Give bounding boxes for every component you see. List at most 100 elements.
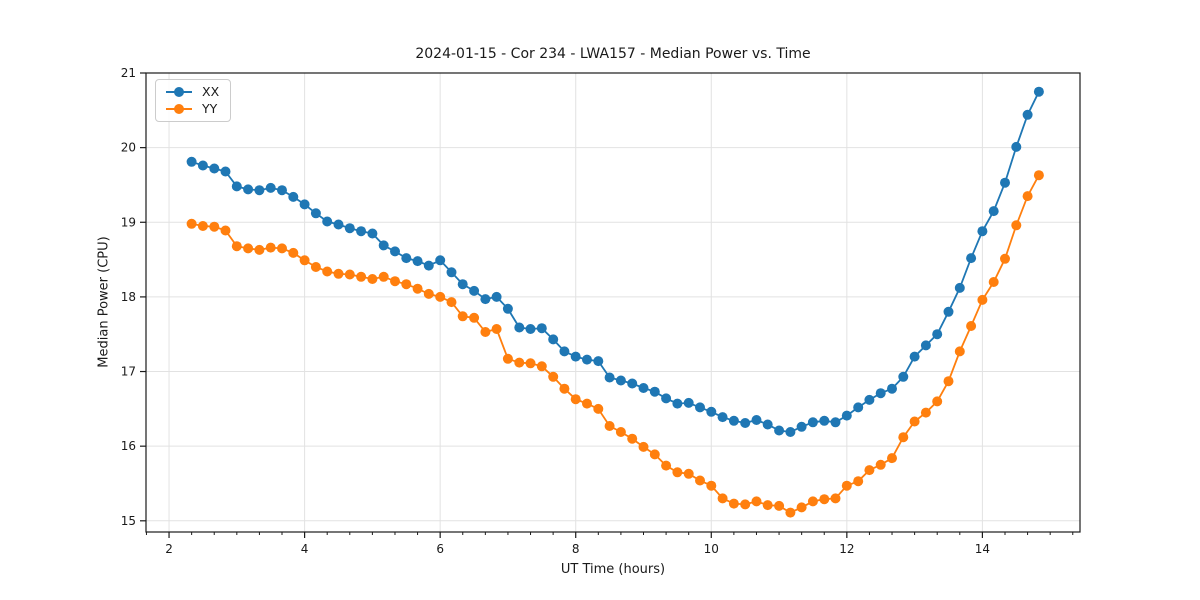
series-yy-point [841, 480, 852, 491]
series-yy-point [728, 498, 739, 509]
series-yy-point [209, 221, 220, 232]
series-yy-point [277, 243, 287, 254]
x-tick-label: 8 [572, 542, 580, 556]
y-tick-label: 18 [121, 290, 136, 304]
series-yy-point [988, 277, 999, 287]
series-xx-point [898, 371, 909, 382]
series-xx-point [491, 291, 502, 302]
series-yy-point [672, 467, 683, 478]
series-xx-point [661, 393, 672, 404]
series-xx-point [231, 181, 242, 192]
x-tick-label: 2 [165, 542, 173, 556]
series-xx-point [853, 402, 864, 413]
series-yy-point [796, 502, 807, 513]
series-xx-point [909, 351, 920, 362]
series-xx-point [954, 282, 965, 293]
y-tick-label: 16 [121, 439, 136, 453]
series-xx-point [615, 375, 626, 386]
series-yy-point [887, 453, 897, 464]
plot-border [145, 72, 1081, 533]
series-xx-point [288, 191, 299, 202]
series-yy-point [661, 460, 672, 471]
x-tick-label: 14 [975, 542, 990, 556]
series-yy-point [943, 376, 954, 387]
series-yy-point [1011, 220, 1022, 231]
series-yy-point [966, 321, 977, 331]
series-xx-point [604, 372, 615, 383]
series-xx-point [864, 394, 875, 405]
series-xx-point [1022, 109, 1033, 120]
series-xx-point [774, 425, 785, 436]
series-yy-point [536, 361, 547, 372]
series-yy-point [220, 225, 231, 236]
series-xx-point [265, 182, 276, 193]
series-yy-point [706, 480, 717, 491]
series-yy-point [830, 493, 841, 504]
series-yy-point [615, 427, 626, 437]
series-xx-point [751, 415, 762, 425]
series-xx-point [480, 294, 491, 305]
series-xx-point [988, 206, 999, 217]
series-xx-point [1000, 177, 1010, 188]
series-yy-point [683, 468, 694, 479]
series-xx-point [728, 415, 739, 426]
series-yy-point [920, 407, 931, 418]
series-yy-point [480, 327, 491, 337]
y-axis-label: Median Power (CPU) [96, 236, 112, 368]
series-xx-point [762, 419, 773, 430]
series-yy-point [186, 218, 197, 229]
series-yy-point [582, 398, 592, 409]
series-yy-point [344, 269, 355, 280]
series-yy-point [378, 271, 389, 282]
y-tick-label: 20 [121, 141, 136, 155]
chart-title: 2024-01-15 - Cor 234 - LWA157 - Median P… [415, 46, 811, 62]
series-yy-point [412, 283, 423, 294]
series-yy-point [197, 221, 208, 231]
series-xx-point [514, 322, 525, 333]
series-xx-point [412, 256, 423, 267]
series-xx-point [717, 412, 728, 423]
series-yy-point [593, 403, 604, 414]
series-yy-point [469, 312, 480, 323]
series-xx-point [920, 340, 931, 351]
series-xx-point [209, 163, 220, 174]
series-xx-point [559, 346, 570, 357]
series-xx-point [706, 406, 717, 417]
series-yy-point [627, 433, 638, 444]
series-xx-point [457, 279, 468, 290]
series-xx-point [582, 354, 592, 365]
series-xx-point [830, 417, 841, 428]
series-yy-point [740, 499, 751, 510]
series-yy-point [435, 291, 446, 302]
series-xx-point [1033, 86, 1044, 97]
series-xx-point [435, 255, 446, 266]
series-yy-point [864, 465, 875, 476]
series-yy-point [457, 311, 468, 322]
series-yy-point [954, 346, 965, 357]
series-xx-point [841, 410, 852, 421]
series-yy-point [774, 500, 785, 511]
series-yy-point [1022, 191, 1033, 202]
series-yy-point [604, 421, 615, 431]
series-xx-point [887, 383, 897, 394]
series-xx-point [401, 253, 412, 264]
series-xx-point [469, 285, 480, 296]
series-xx-point [740, 418, 751, 428]
x-tick-label: 10 [704, 542, 719, 556]
legend-item-xx: XX [164, 85, 219, 99]
series-xx-point [333, 219, 344, 230]
series-xx-point [299, 199, 310, 210]
series-xx-point [819, 415, 830, 426]
x-tick-label: 4 [301, 542, 309, 556]
series-yy-point [649, 449, 660, 460]
series-yy-point [807, 496, 818, 507]
series-yy-point [491, 324, 502, 334]
series-yy-point [356, 271, 367, 282]
series-xx-point [186, 156, 197, 167]
series-xx-point [796, 421, 807, 432]
series-yy-point [853, 476, 864, 487]
series-yy-point [1000, 253, 1010, 264]
series-xx-point [593, 356, 604, 367]
